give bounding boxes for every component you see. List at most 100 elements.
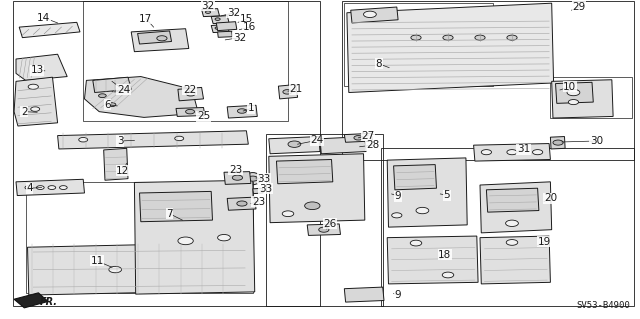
Polygon shape bbox=[216, 22, 237, 31]
Text: 14: 14 bbox=[37, 12, 50, 23]
Circle shape bbox=[411, 35, 421, 40]
Polygon shape bbox=[224, 172, 251, 184]
Circle shape bbox=[364, 11, 376, 18]
Circle shape bbox=[218, 234, 230, 241]
Circle shape bbox=[282, 211, 294, 217]
Circle shape bbox=[215, 18, 220, 20]
Polygon shape bbox=[347, 3, 554, 93]
Text: 21: 21 bbox=[289, 84, 302, 94]
Text: 22: 22 bbox=[183, 85, 196, 95]
Text: 27: 27 bbox=[362, 130, 374, 141]
Text: 28: 28 bbox=[366, 140, 379, 150]
Text: 32: 32 bbox=[227, 8, 240, 18]
Circle shape bbox=[416, 207, 429, 214]
Text: 32: 32 bbox=[202, 1, 214, 11]
Circle shape bbox=[568, 100, 579, 105]
Polygon shape bbox=[480, 236, 550, 284]
Text: 16: 16 bbox=[243, 22, 256, 32]
Circle shape bbox=[237, 201, 247, 206]
Polygon shape bbox=[134, 180, 255, 294]
Polygon shape bbox=[176, 108, 205, 116]
Circle shape bbox=[392, 213, 402, 218]
Polygon shape bbox=[276, 160, 333, 184]
Circle shape bbox=[305, 202, 320, 210]
Polygon shape bbox=[387, 158, 467, 227]
Circle shape bbox=[205, 11, 211, 13]
Polygon shape bbox=[474, 144, 550, 161]
Text: 24: 24 bbox=[117, 85, 130, 95]
Circle shape bbox=[442, 272, 454, 278]
Polygon shape bbox=[307, 224, 340, 235]
Polygon shape bbox=[227, 197, 256, 210]
Text: 15: 15 bbox=[240, 14, 253, 24]
Circle shape bbox=[28, 84, 38, 89]
Circle shape bbox=[507, 35, 517, 40]
Text: 29: 29 bbox=[573, 2, 586, 12]
Polygon shape bbox=[14, 293, 48, 308]
Text: 1: 1 bbox=[248, 103, 254, 114]
Text: 9: 9 bbox=[395, 290, 401, 300]
Text: 19: 19 bbox=[538, 237, 550, 247]
Polygon shape bbox=[344, 287, 384, 302]
Circle shape bbox=[36, 186, 44, 189]
Polygon shape bbox=[16, 54, 67, 80]
Circle shape bbox=[354, 136, 363, 140]
Circle shape bbox=[506, 240, 518, 245]
Text: 26: 26 bbox=[324, 219, 337, 229]
Text: 33: 33 bbox=[259, 184, 272, 194]
Polygon shape bbox=[269, 154, 365, 223]
Polygon shape bbox=[211, 16, 229, 24]
Text: 5: 5 bbox=[444, 190, 450, 200]
Text: 2: 2 bbox=[21, 107, 28, 117]
Polygon shape bbox=[104, 148, 128, 180]
Text: FR.: FR. bbox=[40, 297, 58, 308]
Circle shape bbox=[186, 109, 195, 114]
Polygon shape bbox=[556, 82, 593, 103]
Text: 24: 24 bbox=[310, 135, 323, 145]
Polygon shape bbox=[19, 22, 80, 38]
Circle shape bbox=[48, 186, 56, 189]
Circle shape bbox=[237, 109, 246, 113]
Text: 7: 7 bbox=[166, 209, 173, 219]
Text: 12: 12 bbox=[116, 166, 129, 176]
Polygon shape bbox=[218, 31, 232, 37]
Polygon shape bbox=[131, 29, 189, 52]
Polygon shape bbox=[211, 25, 229, 33]
Polygon shape bbox=[14, 77, 58, 126]
Polygon shape bbox=[84, 77, 198, 117]
Text: 3: 3 bbox=[117, 136, 124, 146]
Text: 13: 13 bbox=[31, 65, 44, 75]
Circle shape bbox=[553, 140, 563, 145]
Polygon shape bbox=[16, 179, 84, 196]
Circle shape bbox=[79, 137, 88, 142]
Text: 18: 18 bbox=[438, 249, 451, 260]
Polygon shape bbox=[480, 182, 552, 233]
Circle shape bbox=[178, 237, 193, 245]
Polygon shape bbox=[140, 191, 212, 222]
Polygon shape bbox=[278, 85, 298, 99]
Circle shape bbox=[186, 92, 195, 96]
Polygon shape bbox=[138, 31, 172, 44]
Circle shape bbox=[232, 175, 243, 180]
Text: 17: 17 bbox=[140, 13, 152, 24]
Text: 31: 31 bbox=[517, 144, 530, 154]
Circle shape bbox=[31, 107, 40, 111]
Circle shape bbox=[443, 35, 453, 40]
Text: 9: 9 bbox=[395, 191, 401, 201]
Polygon shape bbox=[202, 9, 220, 17]
Polygon shape bbox=[269, 137, 320, 154]
Polygon shape bbox=[486, 188, 539, 212]
Polygon shape bbox=[550, 137, 565, 149]
Circle shape bbox=[157, 36, 167, 41]
Circle shape bbox=[215, 27, 220, 29]
Circle shape bbox=[248, 176, 258, 181]
Circle shape bbox=[410, 240, 422, 246]
Text: 23: 23 bbox=[252, 197, 265, 207]
Text: 6: 6 bbox=[104, 100, 111, 110]
Polygon shape bbox=[351, 7, 398, 23]
Circle shape bbox=[475, 35, 485, 40]
Circle shape bbox=[175, 136, 184, 141]
Circle shape bbox=[25, 186, 33, 189]
Polygon shape bbox=[253, 188, 263, 194]
Circle shape bbox=[186, 265, 198, 272]
